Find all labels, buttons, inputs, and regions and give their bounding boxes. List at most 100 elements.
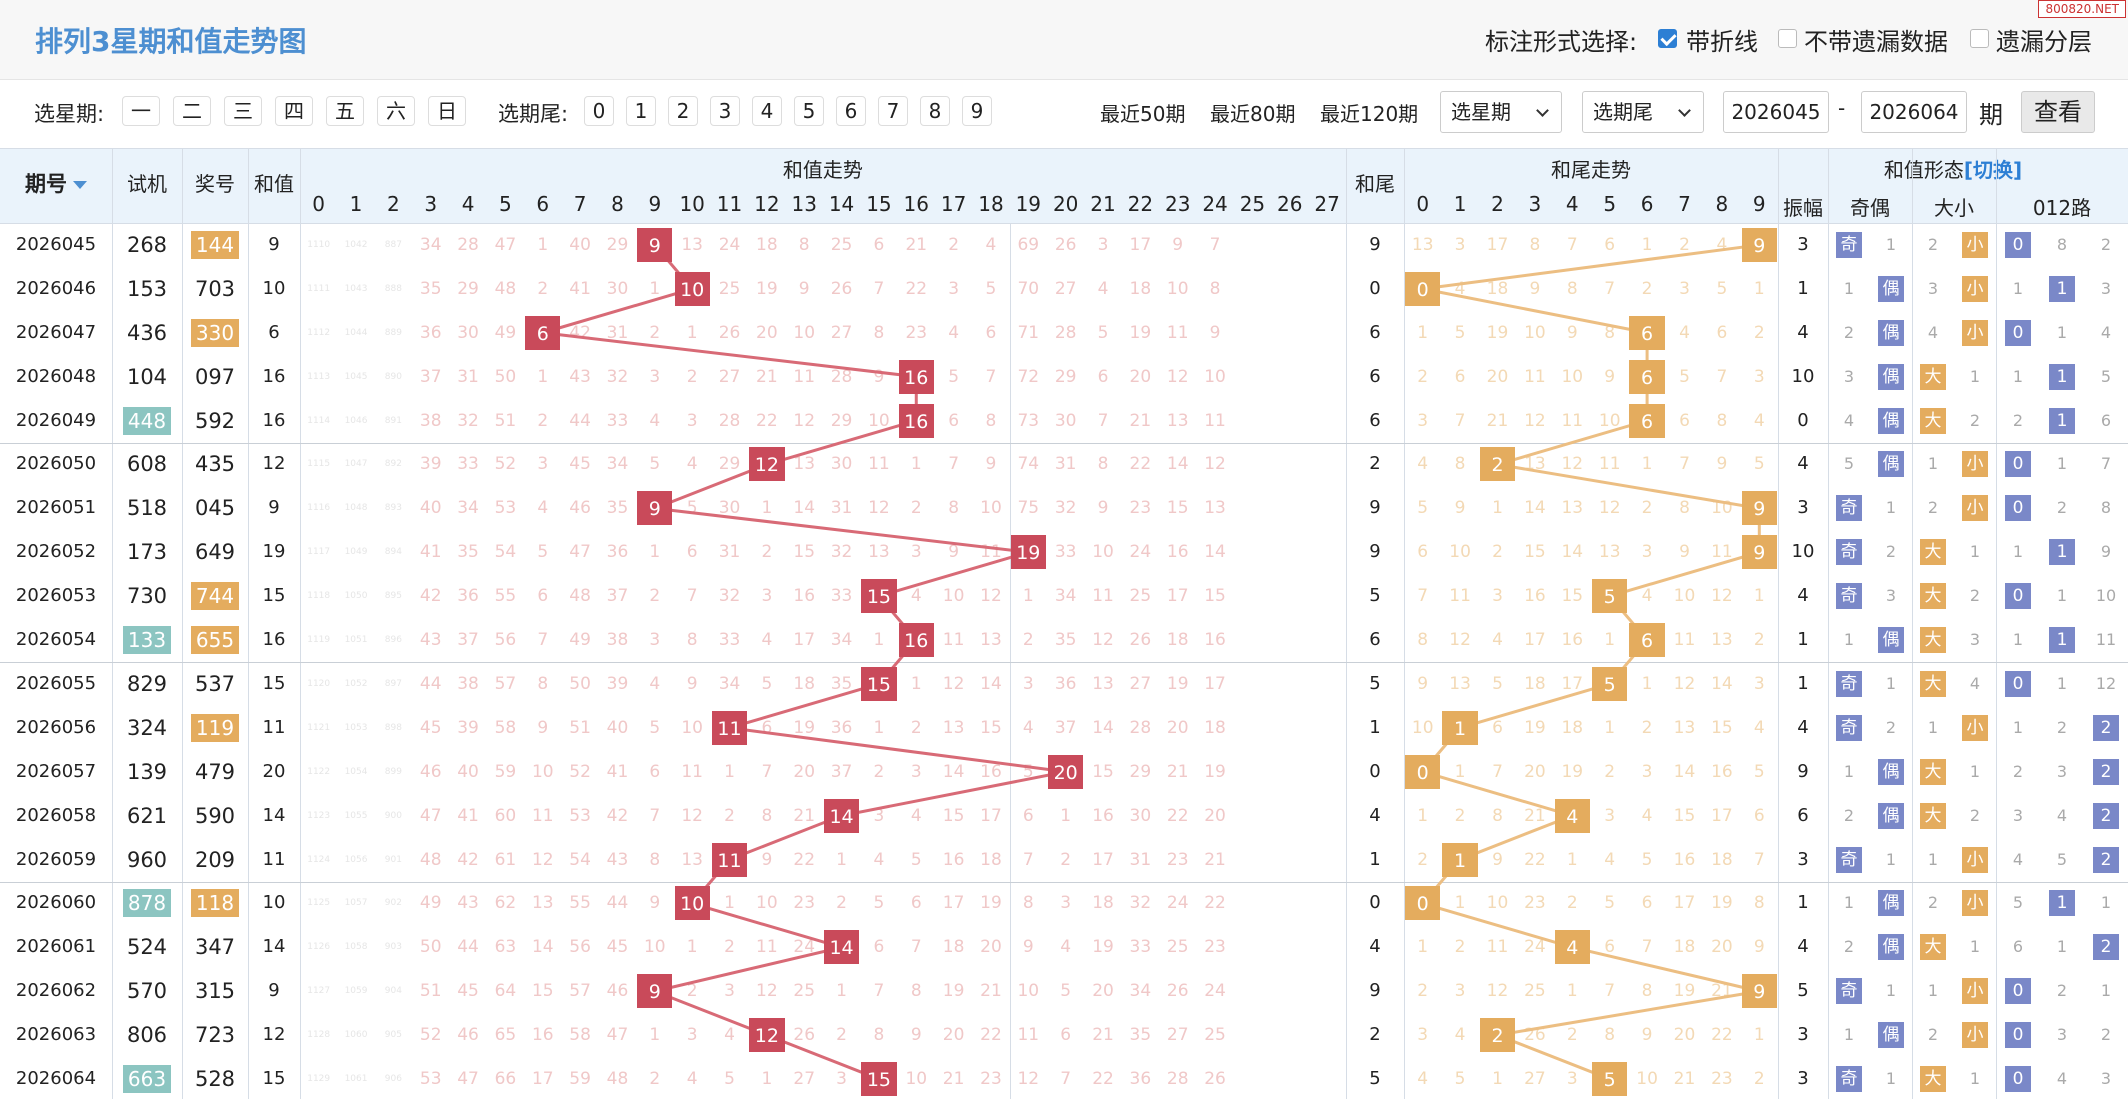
tail-button-8[interactable]: 8: [920, 96, 950, 126]
sum-miss-cell: 1050: [344, 591, 368, 602]
period-column-header[interactable]: 期号: [0, 168, 112, 198]
weekday-select[interactable]: 选星期: [1440, 91, 1562, 133]
weekday-button-3[interactable]: 三: [224, 96, 262, 126]
sum-miss-cell: [1234, 359, 1271, 395]
period-cell: 2026059: [15, 848, 97, 870]
road-marker: 0: [1996, 973, 2040, 1009]
road-miss: 6: [2012, 937, 2024, 957]
sum-miss-cell: 11: [681, 761, 703, 782]
tail-button-4[interactable]: 4: [752, 96, 782, 126]
sum-miss-cell: [1234, 754, 1271, 790]
sum-miss-cell: 14: [980, 673, 1002, 694]
recent-80-link[interactable]: 最近80期: [1210, 102, 1296, 126]
weekday-button-7[interactable]: 日: [428, 96, 466, 126]
sum-miss-cell: 6: [1060, 1025, 1072, 1046]
big-small-marker: 大: [1912, 754, 1954, 790]
shape-switch-link[interactable]: [切换]: [1963, 158, 2023, 182]
tail-button-1[interactable]: 1: [626, 96, 656, 126]
sum-miss-cell: 22: [1129, 454, 1152, 475]
tail-miss-cell: 22: [1524, 849, 1546, 870]
sum-miss-cell: 1: [537, 234, 549, 255]
tail-cell: 0: [1369, 892, 1381, 914]
tail-button-7[interactable]: 7: [878, 96, 908, 126]
recent-50-link[interactable]: 最近50期: [1100, 102, 1186, 126]
sum-miss-cell: 35: [830, 673, 853, 694]
road-miss: 5: [2012, 893, 2024, 913]
tail-button-9[interactable]: 9: [962, 96, 992, 126]
tail-select[interactable]: 选期尾: [1582, 91, 1704, 133]
sum-miss-cell: 15: [1204, 586, 1226, 607]
polyline-option-label[interactable]: 带折线: [1686, 28, 1758, 56]
polyline-checkbox[interactable]: [1658, 29, 1677, 48]
tail-cell: 5: [1369, 1068, 1381, 1090]
tail-miss-cell: 11: [1598, 454, 1621, 475]
weekday-button-6[interactable]: 六: [377, 96, 415, 126]
sort-caret-icon[interactable]: [73, 181, 87, 189]
road-pill: 2: [2093, 758, 2119, 785]
sum-miss-cell: 4: [686, 454, 698, 475]
sum-miss-cell: [1308, 885, 1345, 921]
tail-button-0[interactable]: 0: [584, 96, 614, 126]
tail-button-6[interactable]: 6: [836, 96, 866, 126]
sum-miss-cell: 3: [1060, 893, 1072, 914]
period-header-label[interactable]: 期号: [25, 172, 67, 196]
sum-miss-cell: 26: [793, 1025, 816, 1046]
sum-miss-cell: 5: [537, 542, 549, 563]
sum-miss-cell: 2: [686, 366, 698, 387]
sum-miss-cell: 24: [793, 937, 816, 958]
top-bar: 排列3星期和值走势图 标注形式选择: 带折线 不带遗漏数据 遗漏分层 80082…: [0, 0, 2128, 80]
big-small-miss: 3: [1969, 630, 1981, 650]
tail-miss-cell: 7: [1716, 366, 1728, 387]
sum-miss-cell: 10: [643, 937, 666, 958]
period-from-input[interactable]: 2026045: [1723, 91, 1829, 133]
sum-miss-cell: 6: [1097, 366, 1109, 387]
odd-even-pill: 奇: [1836, 846, 1862, 873]
no-miss-data-option-label[interactable]: 不带遗漏数据: [1804, 28, 1948, 56]
miss-layer-checkbox[interactable]: [1970, 29, 1989, 48]
miss-layer-option-label[interactable]: 遗漏分层: [1996, 28, 2092, 56]
no-miss-data-checkbox[interactable]: [1778, 29, 1797, 48]
road-miss: 2: [2012, 410, 2024, 430]
sum-miss-cell: 1116: [307, 503, 331, 514]
sum-marker: 15: [861, 579, 897, 614]
odd-even-marker: 偶: [1870, 403, 1912, 439]
sum-number-header-21: 21: [1090, 192, 1116, 216]
odd-even-pill: 偶: [1878, 407, 1904, 434]
road-miss: 2: [2100, 234, 2112, 254]
sum-cell: 9: [268, 233, 280, 255]
period-cell: 2026046: [15, 277, 97, 299]
tail-miss-cell: 23: [1711, 1069, 1733, 1090]
tail-miss-cell: 19: [1711, 893, 1733, 914]
weekday-button-4[interactable]: 四: [275, 96, 313, 126]
tail-button-3[interactable]: 3: [710, 96, 740, 126]
sum-miss-cell: 19: [980, 893, 1002, 914]
period-to-input[interactable]: 2026064: [1861, 91, 1967, 133]
weekday-button-1[interactable]: 一: [122, 96, 160, 126]
sum-miss-cell: 5: [761, 673, 773, 694]
sum-miss-cell: 32: [1129, 893, 1152, 914]
sum-miss-cell: 21: [905, 234, 928, 255]
road-miss: 6: [2100, 410, 2112, 430]
road-pill: 2: [2093, 934, 2119, 961]
sum-miss-cell: 10: [1204, 366, 1226, 387]
tail-button-2[interactable]: 2: [668, 96, 698, 126]
view-button[interactable]: 查看: [2021, 91, 2095, 133]
sum-miss-cell: 20: [942, 1025, 965, 1046]
sum-miss-cell: 19: [1166, 673, 1189, 694]
sum-miss-cell: 2: [910, 717, 922, 738]
sum-cell: 15: [262, 585, 286, 607]
sum-miss-cell: 1: [910, 673, 922, 694]
odd-even-miss: 1: [1885, 981, 1897, 1001]
tail-button-5[interactable]: 5: [794, 96, 824, 126]
road-marker: 2: [2084, 710, 2128, 746]
tail-number-header-9: 9: [1752, 192, 1766, 216]
recent-120-link[interactable]: 最近120期: [1320, 102, 1419, 126]
weekday-button-2[interactable]: 二: [173, 96, 211, 126]
sum-miss-cell: 3: [910, 761, 922, 782]
sum-miss-cell: 36: [606, 542, 629, 563]
amplitude-cell: 10: [1791, 365, 1815, 387]
weekday-button-5[interactable]: 五: [326, 96, 364, 126]
road-miss: 5: [2100, 366, 2112, 386]
sum-miss-cell: 28: [1054, 322, 1077, 343]
tail-miss-cell: 19: [1561, 761, 1584, 782]
